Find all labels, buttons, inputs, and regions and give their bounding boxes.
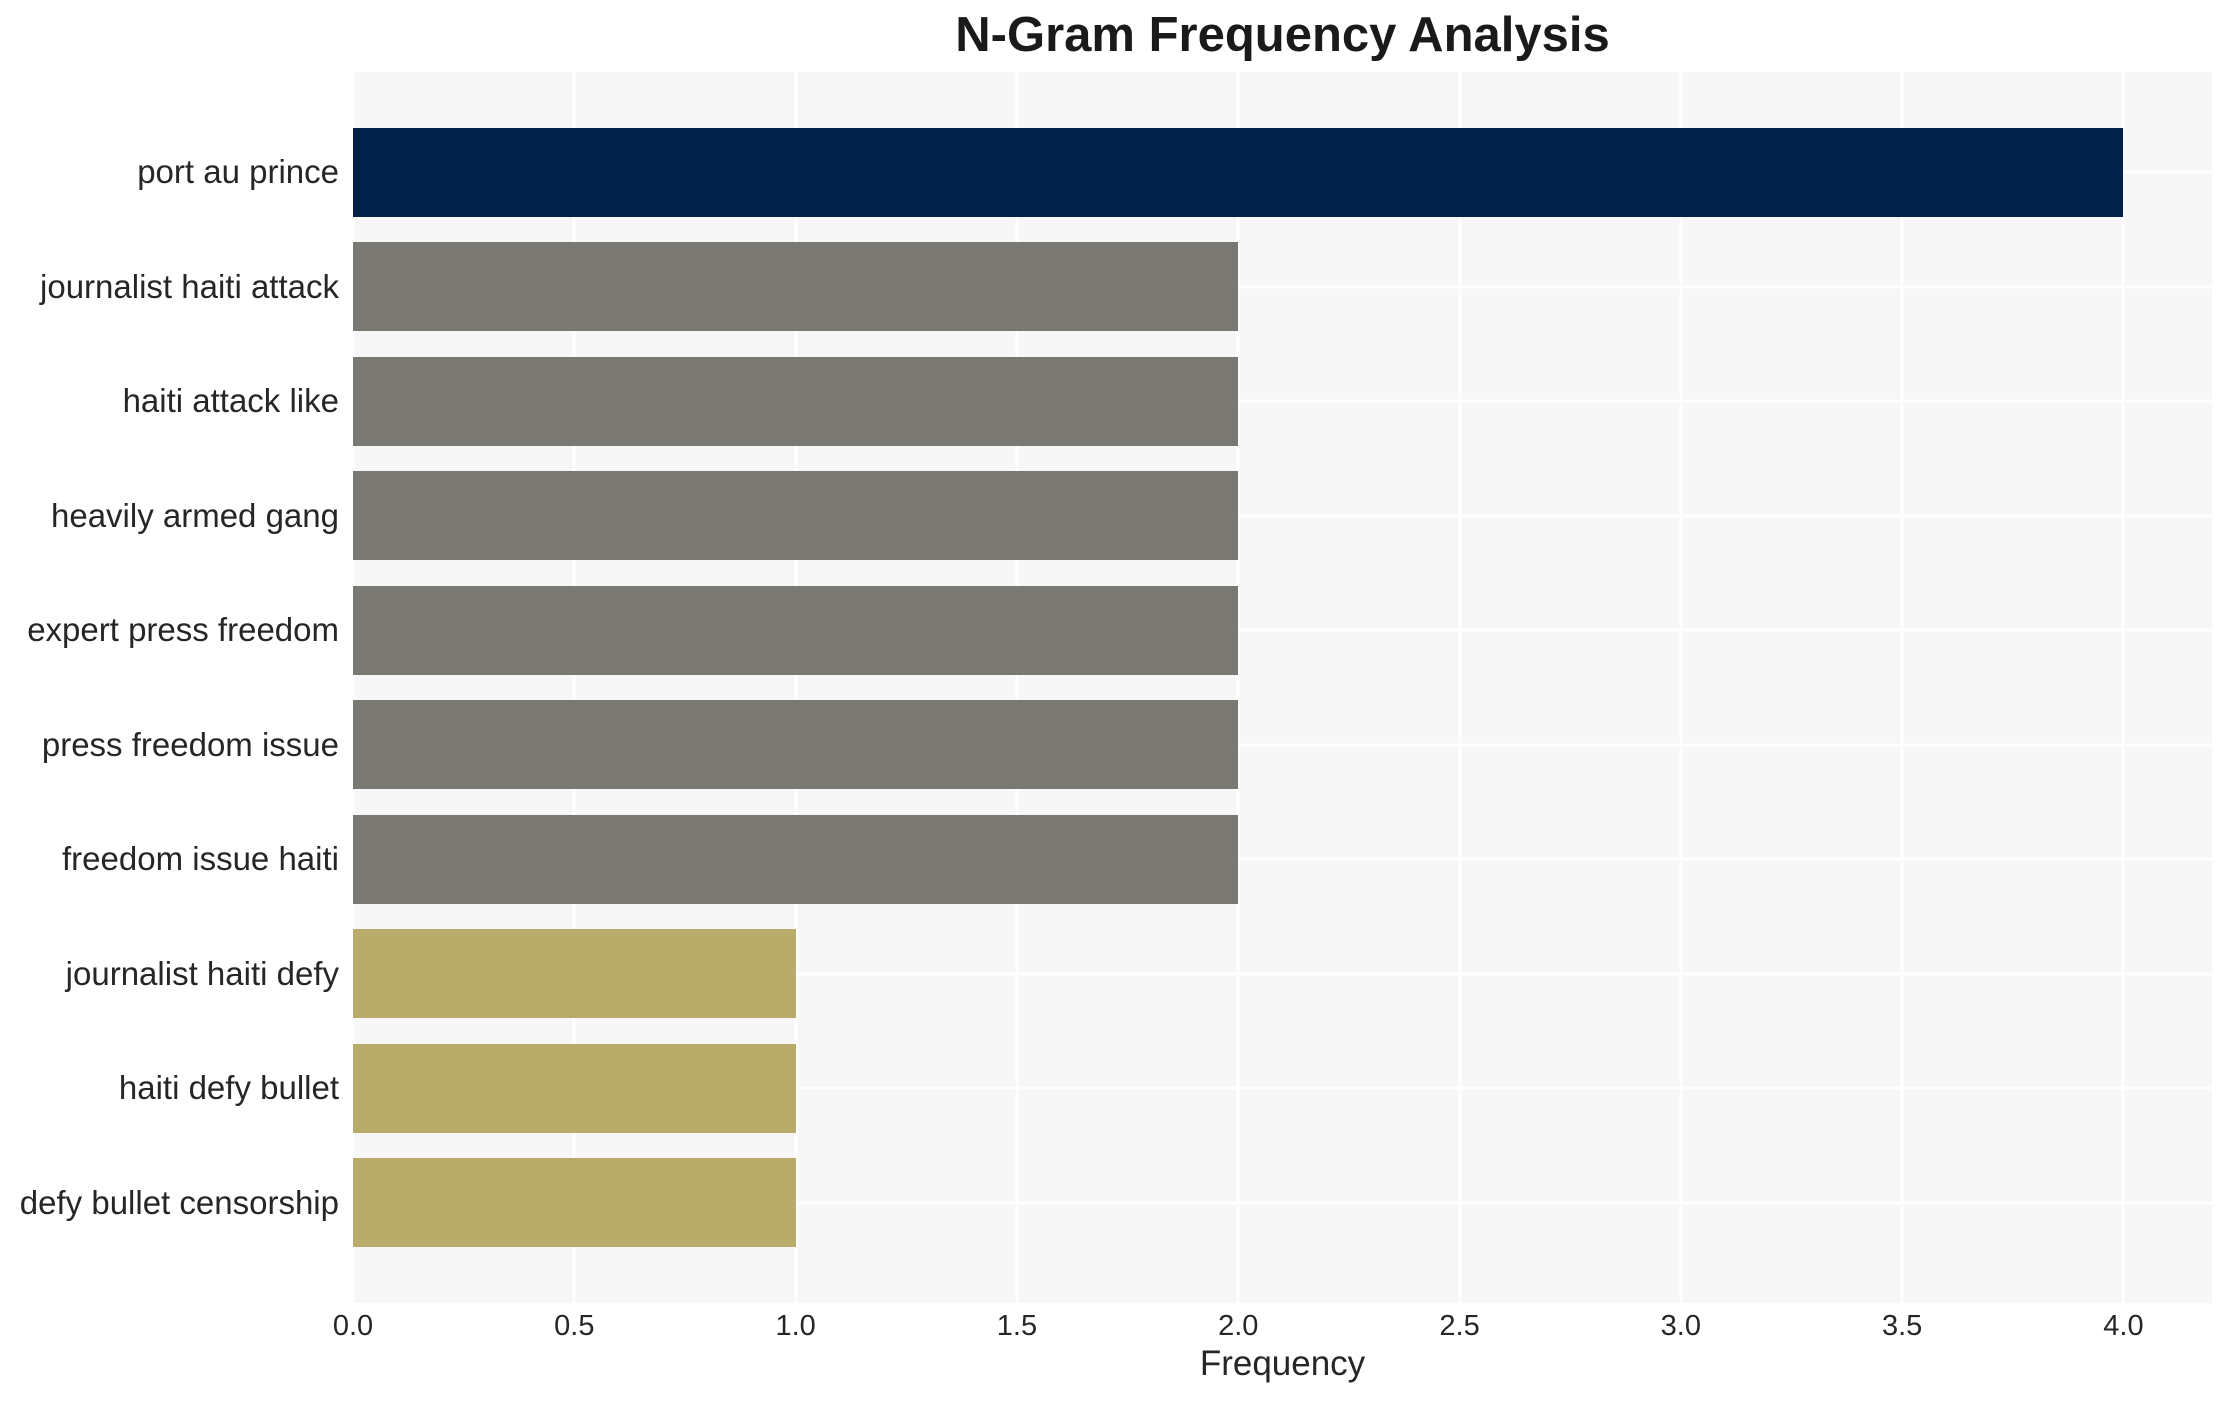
x-tick-label: 2.5 [1439, 1310, 1480, 1342]
grid-line-horizontal [353, 743, 2212, 747]
bar-press-freedom-issue [353, 700, 1239, 790]
y-tick-label: haiti defy bullet [118, 1069, 339, 1107]
x-tick-label: 3.0 [1660, 1310, 1702, 1342]
x-tick-label: 4.0 [2103, 1310, 2144, 1342]
x-axis-ticks: 0.0 0.5 1.0 1.5 2.0 2.5 3.0 3.5 4.0 [333, 1306, 2212, 1350]
bar-heavily-armed-gang [353, 471, 1239, 561]
grid-line-vertical [794, 72, 798, 1303]
y-tick-label: journalist haiti attack [40, 267, 339, 305]
y-axis-labels: port au prince journalist haiti attack hai… [0, 72, 339, 1303]
grid-line-horizontal [353, 628, 2212, 632]
y-tick-label: freedom issue haiti [62, 840, 339, 878]
grid-line-vertical [2121, 72, 2125, 1303]
bar-haiti-defy-bullet [353, 1043, 796, 1133]
x-tick-label: 3.5 [1881, 1310, 1923, 1342]
grid-line-horizontal [353, 1086, 2212, 1090]
bar-expert-press-freedom [353, 585, 1239, 675]
y-tick-label: press freedom issue [41, 725, 339, 763]
grid-line-horizontal [353, 857, 2212, 861]
grid-line-vertical [1236, 72, 1240, 1303]
bar-journalist-haiti-defy [353, 929, 796, 1019]
grid-line-horizontal [353, 399, 2212, 403]
grid-line-vertical [1679, 72, 1683, 1303]
bar-port-au-prince [353, 127, 2124, 217]
grid-line-horizontal [353, 285, 2212, 289]
y-tick-label: journalist haiti defy [65, 954, 339, 992]
x-axis-label: Frequency [1199, 1344, 1366, 1383]
y-tick-label: expert press freedom [27, 611, 339, 649]
grid-line-horizontal [353, 972, 2212, 976]
y-tick-label: heavily armed gang [50, 496, 339, 534]
bar-haiti-attack-like [353, 356, 1239, 446]
grid-line-vertical [1900, 72, 1904, 1303]
grid-line-horizontal [353, 1201, 2212, 1205]
chart-title: N-Gram Frequency Analysis [955, 8, 1610, 62]
grid-line-vertical [353, 72, 355, 1303]
bar-defy-bullet-censorship [353, 1158, 796, 1248]
x-tick-label: 1.5 [996, 1310, 1038, 1342]
grid-line-vertical [1458, 72, 1462, 1303]
plot-area [353, 72, 2212, 1303]
y-tick-label: port au prince [137, 153, 339, 191]
bar-journalist-haiti-attack [353, 242, 1239, 332]
y-tick-label: defy bullet censorship [19, 1183, 339, 1221]
grid-line-vertical [1015, 72, 1019, 1303]
grid-line-horizontal [353, 514, 2212, 518]
grid-line-vertical [572, 72, 576, 1303]
x-tick-label: 2.0 [1218, 1310, 1259, 1342]
bar-freedom-issue-haiti [353, 814, 1239, 904]
x-tick-label: 1.0 [775, 1310, 816, 1342]
y-tick-label: haiti attack like [122, 382, 339, 420]
x-tick-label: 0.5 [554, 1310, 595, 1342]
x-tick-label: 0.0 [332, 1310, 374, 1342]
